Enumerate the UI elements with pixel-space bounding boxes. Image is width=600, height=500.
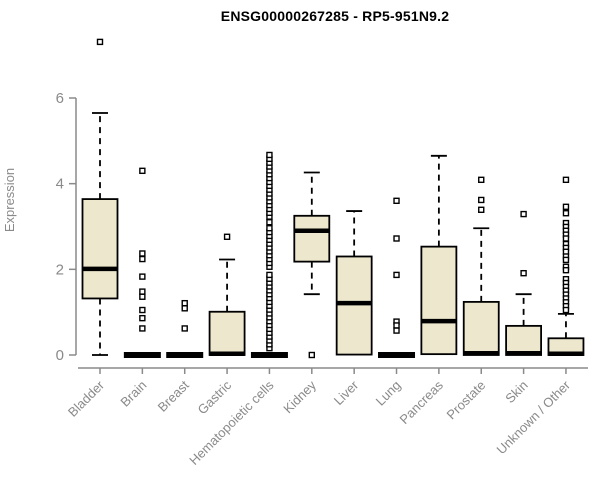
outlier-point [393, 235, 400, 242]
x-tick-label: Liver [331, 377, 362, 408]
outlier-point [139, 167, 146, 175]
outlier-point [139, 293, 146, 300]
flat-box [166, 352, 204, 358]
box-rect [335, 255, 373, 356]
box-group-lung [378, 197, 416, 358]
outlier-point [266, 225, 273, 232]
outlier-point [393, 197, 400, 205]
outlier-point [478, 176, 485, 184]
outlier-point [181, 305, 188, 312]
box-group-gastric [208, 233, 246, 356]
outlier-point [266, 271, 273, 279]
outlier-point [478, 196, 485, 204]
box-group-breast [166, 299, 204, 358]
box-group-liver [335, 210, 373, 356]
outlier-point [520, 210, 527, 218]
outlier-point [96, 38, 104, 46]
outlier-point [266, 219, 273, 226]
outlier-point [139, 250, 146, 257]
outlier-point [393, 271, 400, 279]
outlier-point [562, 235, 570, 242]
x-tick-label: Brain [117, 378, 149, 410]
box-group-brain [123, 167, 161, 358]
y-axis-title: Expression [2, 168, 17, 232]
outlier-point [520, 269, 527, 277]
box-rect [462, 300, 500, 356]
chart-title: ENSG00000267285 - RP5-951N9.2 [220, 8, 450, 24]
outlier-point [393, 327, 400, 334]
x-tick-label: Hematopoietic cells [186, 377, 277, 468]
y-tick-label: 6 [56, 90, 64, 107]
outlier-point [223, 233, 231, 240]
x-tick-label: Pancreas [397, 377, 447, 427]
outlier-point [393, 322, 400, 329]
outlier-point [562, 256, 570, 264]
outlier-point [562, 176, 570, 184]
outlier-point [308, 351, 315, 359]
flat-box [378, 352, 416, 358]
y-tick-label: 4 [56, 176, 64, 193]
flat-box [250, 352, 288, 358]
box-rect [420, 245, 458, 356]
box-group-skin [505, 210, 543, 356]
box-rect [208, 310, 246, 356]
outlier-point [139, 325, 146, 332]
outlier-point [181, 325, 188, 332]
outlier-point [139, 273, 146, 280]
box-group-hematopoietic-cells [250, 151, 288, 358]
outlier-point [139, 288, 146, 295]
outlier-point [139, 314, 146, 322]
outlier-point [266, 151, 273, 159]
x-tick-label: Prostate [444, 378, 489, 423]
x-tick-label: Unknown / Other [493, 377, 573, 457]
box-rect [293, 214, 331, 263]
x-tick-label: Bladder [65, 377, 108, 420]
box-group-kidney [293, 171, 331, 359]
outlier-point [139, 255, 146, 263]
box-rect [81, 198, 119, 300]
x-tick-label: Skin [502, 378, 530, 406]
outlier-point [562, 210, 570, 217]
outlier-point [139, 306, 146, 314]
outlier-point [478, 206, 485, 213]
box-group-unknown-other [547, 176, 585, 356]
x-tick-label: Breast [155, 377, 192, 414]
x-tick-label: Lung [373, 378, 404, 409]
box-rect [505, 324, 543, 356]
x-tick-label: Kidney [280, 377, 319, 416]
y-tick-label: 2 [56, 261, 64, 278]
x-tick-label: Gastric [194, 377, 234, 417]
outlier-point [562, 203, 570, 210]
outlier-point [562, 266, 570, 274]
outlier-point [181, 299, 188, 307]
box-group-bladder [81, 38, 119, 356]
box-group-prostate [462, 176, 500, 356]
outlier-point [562, 306, 570, 314]
y-tick-label: 0 [56, 347, 64, 364]
box-group-pancreas [420, 154, 458, 356]
flat-box [123, 352, 161, 358]
